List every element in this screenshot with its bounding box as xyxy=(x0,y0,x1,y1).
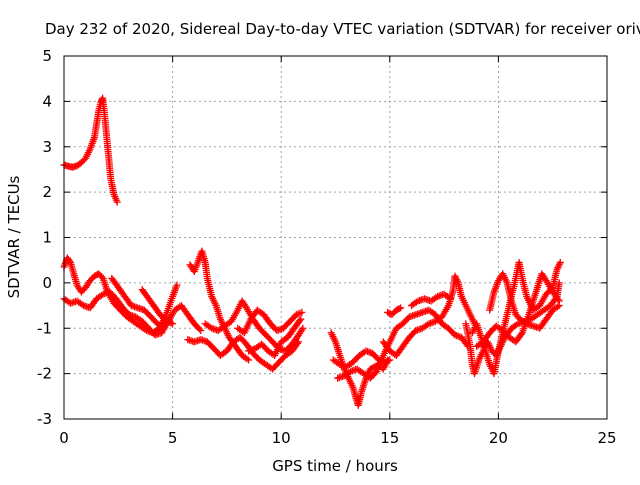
series-track-s xyxy=(473,270,563,350)
grid-lines xyxy=(64,56,607,419)
y-tick-label: 0 xyxy=(42,274,52,292)
data-point xyxy=(554,303,562,311)
x-tick-label: 15 xyxy=(380,429,399,447)
series-track-i xyxy=(245,315,305,359)
series-track-k xyxy=(329,347,394,371)
series-track-c xyxy=(108,274,168,332)
y-tick-label: 4 xyxy=(42,92,52,110)
data-point xyxy=(245,356,253,364)
axis-ticks: 0 5 10 15 20 25 -3 -2 -1 0 1 2 3 4 5 xyxy=(37,47,617,447)
x-tick-label: 0 xyxy=(59,429,69,447)
series-track-n xyxy=(384,304,405,319)
series-track-o xyxy=(408,290,455,310)
data-point xyxy=(299,324,307,332)
y-axis-title: SDTVAR / TECUs xyxy=(5,175,23,298)
data-point xyxy=(173,281,181,289)
data-point xyxy=(554,296,562,304)
x-tick-label: 5 xyxy=(168,429,178,447)
data-point xyxy=(397,304,405,312)
data-point xyxy=(384,357,392,365)
data-point xyxy=(297,315,305,323)
y-tick-label: -1 xyxy=(37,319,52,337)
y-tick-label: -2 xyxy=(37,365,52,383)
data-point xyxy=(555,297,563,305)
data-point xyxy=(445,294,453,302)
data-point xyxy=(298,308,306,316)
data-point xyxy=(167,319,175,327)
data-point xyxy=(113,198,121,206)
data-point xyxy=(447,295,455,303)
series-track-d xyxy=(138,286,177,328)
data-point xyxy=(243,355,251,363)
data-point xyxy=(169,320,177,328)
x-tick-label: 10 xyxy=(272,429,291,447)
data-series xyxy=(60,94,564,409)
series-track-h xyxy=(234,306,306,337)
data-point xyxy=(395,305,403,313)
x-tick-label: 25 xyxy=(597,429,616,447)
y-tick-label: 2 xyxy=(42,183,52,201)
data-point xyxy=(197,327,205,335)
series-track-f xyxy=(184,333,303,373)
series-high-arc xyxy=(60,94,121,206)
data-point xyxy=(196,325,204,333)
data-point xyxy=(386,356,394,364)
y-tick-label: 1 xyxy=(42,229,52,247)
data-point xyxy=(296,317,304,325)
data-point xyxy=(158,323,166,331)
x-axis-title: GPS time / hours xyxy=(272,457,398,475)
series-track-b xyxy=(60,288,205,339)
series-track-m xyxy=(379,272,479,359)
x-tick-label: 20 xyxy=(489,429,508,447)
data-point xyxy=(556,258,564,266)
y-tick-label: -3 xyxy=(37,410,52,428)
data-point xyxy=(160,324,168,332)
y-tick-label: 5 xyxy=(42,47,52,65)
data-point xyxy=(65,257,73,265)
data-point xyxy=(517,330,525,338)
y-tick-label: 3 xyxy=(42,138,52,156)
chart-title: Day 232 of 2020, Sidereal Day-to-day VTE… xyxy=(45,20,640,38)
